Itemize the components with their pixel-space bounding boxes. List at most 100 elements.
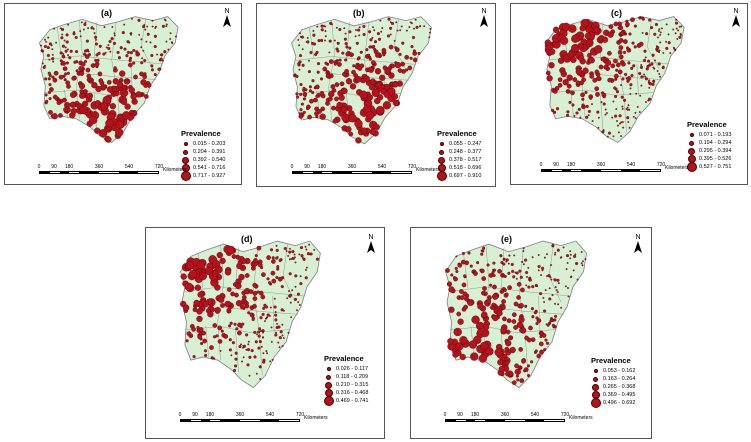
prevalence-point [47, 36, 50, 39]
prevalence-point [455, 255, 458, 258]
prevalence-point [112, 78, 119, 85]
prevalence-point [344, 32, 347, 35]
prevalence-point [463, 304, 468, 310]
prevalence-point [392, 99, 400, 107]
prevalence-point [608, 24, 614, 29]
prevalence-point [553, 318, 557, 322]
prevalence-point [328, 96, 333, 102]
prevalence-point [615, 108, 618, 111]
prevalence-point [554, 253, 556, 256]
prevalence-point [591, 103, 593, 106]
prevalence-point [102, 52, 106, 56]
prevalence-point [266, 352, 269, 355]
prevalence-point [309, 252, 313, 256]
prevalence-point [456, 311, 462, 317]
prevalence-point [128, 86, 135, 94]
prevalence-point [480, 249, 483, 252]
prevalence-point [274, 318, 278, 322]
prevalence-point [400, 61, 406, 67]
prevalence-point [45, 40, 48, 43]
prevalence-point [258, 365, 262, 369]
prevalence-point [363, 75, 370, 82]
state-boundary [235, 329, 239, 373]
prevalence-point [634, 111, 637, 114]
prevalence-point [587, 52, 592, 58]
prevalence-point [201, 330, 207, 336]
prevalence-point [518, 316, 525, 323]
prevalence-point [528, 278, 532, 282]
prevalence-point [628, 32, 632, 36]
prevalence-point [308, 89, 312, 93]
prevalence-point [297, 38, 300, 41]
prevalence-point [621, 121, 624, 124]
prevalence-point [254, 254, 258, 258]
prevalence-point [367, 66, 375, 73]
prevalence-point [569, 250, 572, 253]
prevalence-point [311, 41, 315, 46]
prevalence-point [324, 61, 328, 65]
prevalence-point [279, 258, 283, 262]
prevalence-point [230, 354, 233, 357]
prevalence-point [234, 292, 239, 298]
prevalence-point [338, 94, 345, 101]
prevalence-point [657, 36, 659, 39]
prevalence-point [658, 49, 661, 52]
prevalence-point [594, 86, 600, 92]
scale-bar: 0 90 180 360 540 720 Kilometers [443, 412, 593, 422]
prevalence-point [296, 95, 300, 99]
prevalence-point [551, 243, 554, 246]
prevalence-point [140, 61, 144, 65]
prevalence-point [531, 285, 535, 289]
prevalence-point [313, 248, 316, 251]
prevalence-point [453, 276, 458, 282]
prevalence-point [613, 86, 617, 90]
prevalence-point [410, 45, 414, 49]
prevalence-point [680, 25, 683, 28]
prevalence-point [513, 301, 519, 307]
prevalence-point [113, 34, 116, 37]
prevalence-point [51, 48, 54, 51]
prevalence-point [62, 53, 65, 55]
prevalence-point [459, 289, 464, 294]
prevalence-point [264, 305, 269, 309]
prevalence-point [567, 51, 574, 58]
legend-range-2: 0.204 - 0.391 [193, 149, 226, 155]
prevalence-point [537, 254, 540, 256]
prevalence-point [293, 253, 296, 256]
prevalence-point [266, 277, 270, 281]
prevalence-point [69, 91, 77, 99]
prevalence-point [86, 73, 92, 79]
prevalence-point [220, 329, 224, 333]
prevalence-point [390, 21, 395, 26]
prevalence-point [537, 269, 540, 272]
prevalence-point [60, 36, 64, 40]
prevalence-point [254, 340, 258, 344]
prevalence-point [388, 44, 394, 50]
prevalence-point [98, 78, 104, 83]
prevalence-point [469, 264, 473, 268]
prevalence-point [58, 113, 63, 118]
prevalence-point [632, 64, 636, 68]
prevalence-point [302, 86, 306, 90]
prevalence-point [554, 86, 560, 91]
prevalence-point [66, 71, 70, 75]
prevalence-point [298, 54, 303, 58]
prevalence-point [584, 90, 588, 94]
prevalence-point [333, 39, 336, 42]
prevalence-point [568, 24, 577, 33]
prevalence-point [64, 46, 67, 49]
prevalence-point [410, 22, 413, 25]
prevalence-point [110, 37, 114, 41]
prevalence-point [377, 37, 382, 41]
prevalence-point [411, 35, 416, 40]
prevalence-point [70, 107, 77, 115]
nigeria-map-b [291, 16, 432, 145]
prevalence-point [617, 21, 622, 27]
prevalence-point [67, 23, 70, 26]
prevalence-point [66, 48, 69, 51]
prevalence-point [601, 36, 609, 43]
prevalence-point [295, 309, 298, 312]
prevalence-point [550, 278, 553, 281]
prevalence-point [518, 347, 524, 352]
prevalence-point [304, 268, 307, 271]
